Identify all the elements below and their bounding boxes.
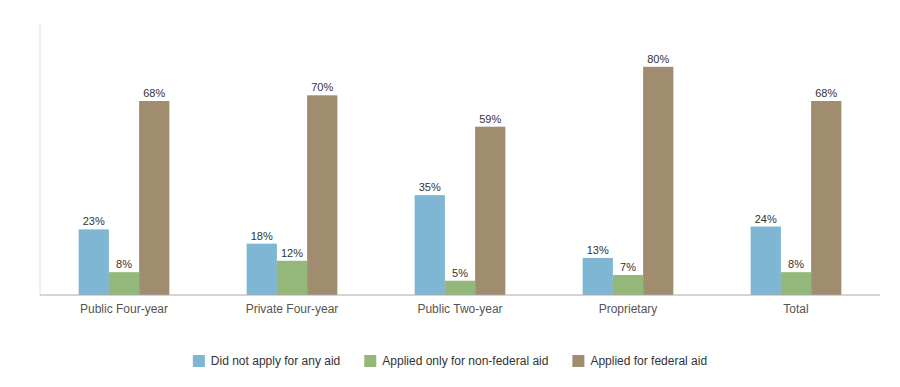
bar: [307, 95, 337, 295]
data-label: 8%: [116, 258, 132, 270]
data-label: 68%: [815, 87, 837, 99]
data-label: 35%: [419, 181, 441, 193]
data-label: 8%: [788, 258, 804, 270]
legend-item: Applied only for non-federal aid: [364, 354, 548, 368]
bar: [811, 101, 841, 295]
x-tick-label: Public Four-year: [80, 302, 168, 316]
bar: [247, 244, 277, 295]
data-label: 68%: [143, 87, 165, 99]
bar: [583, 258, 613, 295]
x-axis-line: [40, 295, 880, 296]
bar: [475, 127, 505, 295]
bar: [781, 272, 811, 295]
data-label: 80%: [647, 53, 669, 65]
legend-label: Did not apply for any aid: [211, 354, 340, 368]
data-label: 23%: [83, 215, 105, 227]
x-tick-label: Public Two-year: [417, 302, 502, 316]
legend-swatch: [193, 355, 205, 367]
data-label: 5%: [452, 267, 468, 279]
bar: [751, 227, 781, 295]
data-label: 70%: [311, 81, 333, 93]
data-label: 7%: [620, 261, 636, 273]
data-label: 18%: [251, 230, 273, 242]
y-axis-line: [40, 24, 41, 295]
legend-item: Applied for federal aid: [572, 354, 707, 368]
x-tick-label: Proprietary: [599, 302, 658, 316]
legend: Did not apply for any aid Applied only fo…: [193, 354, 707, 368]
x-tick-label: Private Four-year: [246, 302, 339, 316]
data-labels: 23% 18% 35% 13% 24% 8% 12% 5% 7% 8% 68% 70% 59% 80% 68…: [83, 53, 838, 279]
bar: [415, 195, 445, 295]
data-label: 24%: [755, 213, 777, 225]
bar: [109, 272, 139, 295]
legend-label: Applied only for non-federal aid: [382, 354, 548, 368]
bars: [79, 67, 842, 295]
legend-swatch: [364, 355, 376, 367]
bar: [277, 261, 307, 295]
bar: [139, 101, 169, 295]
data-label: 59%: [479, 113, 501, 125]
bar: [79, 229, 109, 295]
x-tick-label: Total: [783, 302, 808, 316]
bar: [613, 275, 643, 295]
bar: [643, 67, 673, 295]
legend-item: Did not apply for any aid: [193, 354, 340, 368]
legend-swatch: [572, 355, 584, 367]
bar: [445, 281, 475, 295]
legend-label: Applied for federal aid: [590, 354, 707, 368]
data-label: 13%: [587, 244, 609, 256]
chart: 23% 18% 35% 13% 24% 8% 12% 5% 7% 8% 68% 70% 59% 80% 68…: [0, 0, 900, 387]
data-label: 12%: [281, 247, 303, 259]
